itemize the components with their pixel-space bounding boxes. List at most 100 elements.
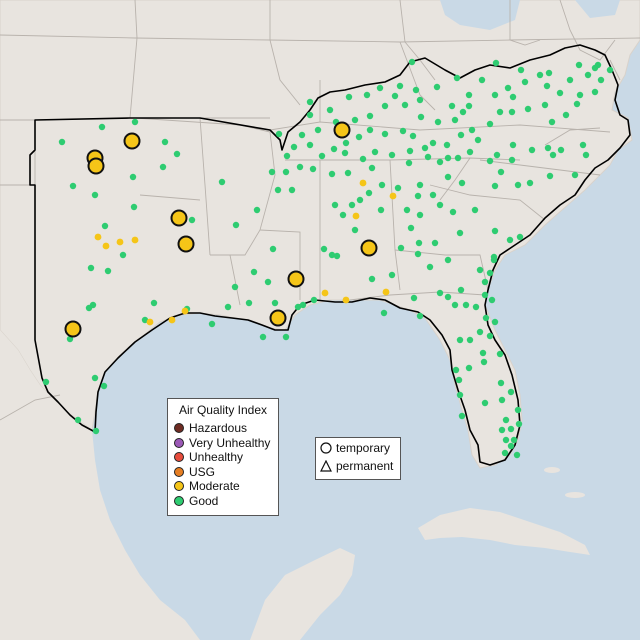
good-monitor[interactable]: [355, 133, 363, 141]
good-monitor[interactable]: [444, 154, 452, 162]
good-monitor[interactable]: [368, 164, 376, 172]
good-monitor[interactable]: [471, 206, 479, 214]
good-monitor[interactable]: [298, 131, 306, 139]
moderate-monitor[interactable]: [102, 242, 110, 250]
good-monitor[interactable]: [451, 116, 459, 124]
good-monitor[interactable]: [465, 102, 473, 110]
moderate-monitor[interactable]: [146, 318, 154, 326]
good-monitor[interactable]: [459, 108, 467, 116]
good-monitor[interactable]: [74, 416, 82, 424]
good-monitor[interactable]: [407, 224, 415, 232]
good-monitor[interactable]: [458, 412, 466, 420]
good-monitor[interactable]: [466, 148, 474, 156]
good-monitor[interactable]: [433, 83, 441, 91]
good-monitor[interactable]: [497, 168, 505, 176]
moderate-monitor[interactable]: [94, 233, 102, 241]
good-monitor[interactable]: [378, 181, 386, 189]
good-monitor[interactable]: [444, 173, 452, 181]
good-monitor[interactable]: [330, 145, 338, 153]
good-monitor[interactable]: [100, 382, 108, 390]
good-monitor[interactable]: [502, 436, 510, 444]
good-monitor[interactable]: [310, 296, 318, 304]
good-monitor[interactable]: [218, 178, 226, 186]
good-monitor[interactable]: [482, 314, 490, 322]
good-monitor[interactable]: [328, 170, 336, 178]
good-monitor[interactable]: [401, 101, 409, 109]
good-monitor[interactable]: [544, 144, 552, 152]
good-monitor[interactable]: [282, 168, 290, 176]
good-monitor[interactable]: [150, 299, 158, 307]
good-monitor[interactable]: [493, 151, 501, 159]
good-monitor[interactable]: [416, 312, 424, 320]
good-monitor[interactable]: [479, 349, 487, 357]
good-monitor[interactable]: [486, 157, 494, 165]
good-monitor[interactable]: [406, 147, 414, 155]
good-monitor[interactable]: [448, 102, 456, 110]
good-monitor[interactable]: [455, 376, 463, 384]
good-monitor[interactable]: [388, 151, 396, 159]
good-monitor[interactable]: [381, 130, 389, 138]
good-monitor[interactable]: [597, 76, 605, 84]
good-monitor[interactable]: [486, 332, 494, 340]
good-monitor[interactable]: [318, 152, 326, 160]
good-monitor[interactable]: [282, 333, 290, 341]
good-monitor[interactable]: [491, 318, 499, 326]
good-monitor[interactable]: [508, 108, 516, 116]
good-monitor[interactable]: [320, 245, 328, 253]
good-monitor[interactable]: [536, 71, 544, 79]
moderate-temporary-monitor[interactable]: [87, 157, 105, 175]
moderate-monitor[interactable]: [342, 296, 350, 304]
good-monitor[interactable]: [328, 251, 336, 259]
good-monitor[interactable]: [342, 139, 350, 147]
good-monitor[interactable]: [119, 251, 127, 259]
good-monitor[interactable]: [376, 84, 384, 92]
good-monitor[interactable]: [497, 379, 505, 387]
good-monitor[interactable]: [436, 289, 444, 297]
good-monitor[interactable]: [306, 98, 314, 106]
good-monitor[interactable]: [429, 191, 437, 199]
good-monitor[interactable]: [426, 263, 434, 271]
moderate-monitor[interactable]: [359, 179, 367, 187]
good-monitor[interactable]: [409, 132, 417, 140]
good-monitor[interactable]: [451, 301, 459, 309]
good-monitor[interactable]: [417, 113, 425, 121]
good-monitor[interactable]: [507, 442, 515, 450]
good-monitor[interactable]: [408, 58, 416, 66]
good-monitor[interactable]: [462, 301, 470, 309]
good-monitor[interactable]: [465, 91, 473, 99]
good-monitor[interactable]: [492, 59, 500, 67]
good-monitor[interactable]: [288, 186, 296, 194]
good-monitor[interactable]: [507, 388, 515, 396]
good-monitor[interactable]: [130, 203, 138, 211]
good-monitor[interactable]: [524, 105, 532, 113]
good-monitor[interactable]: [486, 120, 494, 128]
good-monitor[interactable]: [481, 291, 489, 299]
good-monitor[interactable]: [69, 182, 77, 190]
moderate-temporary-monitor[interactable]: [333, 121, 351, 139]
moderate-temporary-monitor[interactable]: [123, 132, 141, 150]
good-monitor[interactable]: [294, 303, 302, 311]
good-monitor[interactable]: [453, 74, 461, 82]
good-monitor[interactable]: [516, 233, 524, 241]
good-monitor[interactable]: [101, 222, 109, 230]
good-monitor[interactable]: [424, 153, 432, 161]
good-monitor[interactable]: [98, 123, 106, 131]
good-monitor[interactable]: [491, 227, 499, 235]
good-monitor[interactable]: [514, 181, 522, 189]
good-monitor[interactable]: [173, 150, 181, 158]
good-monitor[interactable]: [299, 301, 307, 309]
good-monitor[interactable]: [415, 239, 423, 247]
good-monitor[interactable]: [245, 299, 253, 307]
good-monitor[interactable]: [275, 130, 283, 138]
good-monitor[interactable]: [509, 93, 517, 101]
good-monitor[interactable]: [391, 92, 399, 100]
good-monitor[interactable]: [253, 206, 261, 214]
good-monitor[interactable]: [231, 283, 239, 291]
good-monitor[interactable]: [421, 144, 429, 152]
good-monitor[interactable]: [141, 316, 149, 324]
good-monitor[interactable]: [556, 89, 564, 97]
moderate-temporary-monitor[interactable]: [64, 320, 82, 338]
good-monitor[interactable]: [444, 256, 452, 264]
moderate-temporary-monitor[interactable]: [177, 235, 195, 253]
good-monitor[interactable]: [480, 358, 488, 366]
